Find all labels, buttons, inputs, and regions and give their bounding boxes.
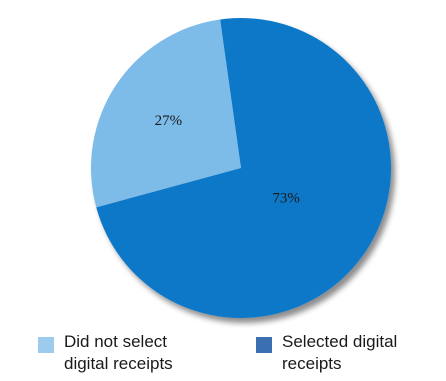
legend-swatch-did-not-select [38,337,54,353]
legend: Did not select digital receipts Selected… [0,331,446,381]
slice-label-did-not-select: 27% [155,113,183,129]
legend-swatch-selected [256,337,272,353]
legend-item-selected: Selected digital receipts [256,331,397,375]
legend-label-did-not-select: Did not select digital receipts [64,332,173,373]
legend-label-selected: Selected digital receipts [282,332,398,373]
slice-selected [96,18,391,319]
slice-label-selected: 73% [272,191,300,207]
slice-did-not-select [91,19,241,208]
legend-item-did-not-select: Did not select digital receipts [38,331,173,375]
pie-chart: 73% 27% [91,18,391,319]
